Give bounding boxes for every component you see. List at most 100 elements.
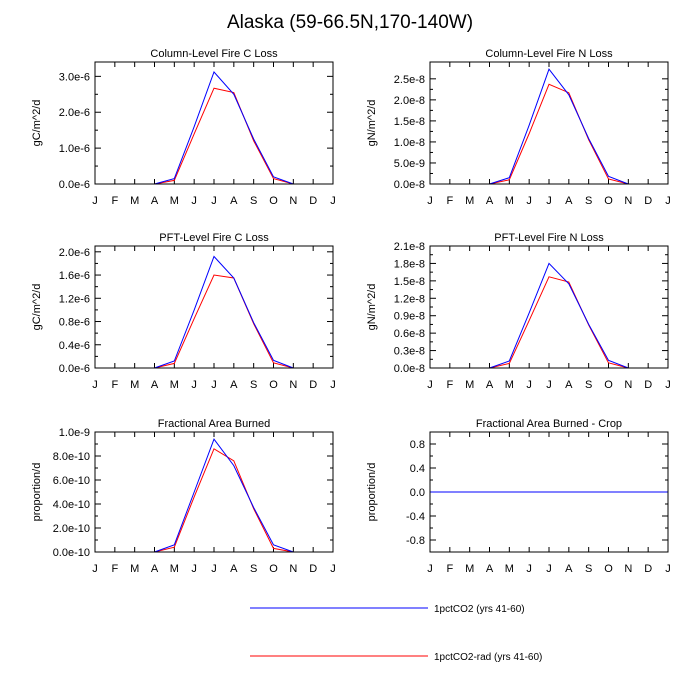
legend: 1pctCO2 (yrs 41-60) 1pctCO2-rad (yrs 41-6… [250, 604, 542, 663]
x-tick-label: O [604, 195, 613, 207]
series-line-1 [430, 68, 668, 185]
y-tick-label: 0.0e-10 [53, 547, 90, 559]
y-tick-label: 8.0e-10 [53, 451, 90, 463]
x-tick-label: J [92, 563, 98, 575]
x-tick-label: J [191, 563, 197, 575]
plot-frame [429, 245, 669, 369]
x-tick-label: F [446, 195, 453, 207]
y-tick-label: 0.0 [410, 487, 425, 499]
x-tick-label: M [170, 195, 179, 207]
x-tick-label: J [546, 563, 552, 575]
y-tick-label: 1.0e-9 [59, 427, 90, 439]
x-tick-label: J [427, 563, 433, 575]
y-tick-label: 1.6e-6 [59, 270, 90, 282]
x-tick-label: J [546, 379, 552, 391]
y-tick-label: 2.1e-8 [394, 241, 425, 253]
x-tick-label: S [250, 379, 257, 391]
x-tick-label: D [309, 195, 317, 207]
series-line-1 [430, 262, 668, 369]
x-tick-label: O [604, 379, 613, 391]
panel-title: Column-Level Fire C Loss [150, 48, 278, 60]
x-tick-label: M [505, 379, 514, 391]
x-tick-label: A [151, 563, 159, 575]
y-tick-label: 0.9e-8 [394, 311, 425, 323]
plot-frame [429, 61, 669, 185]
x-tick-label: O [604, 563, 613, 575]
x-tick-label: M [505, 563, 514, 575]
x-tick-label: M [130, 379, 139, 391]
x-tick-label: A [230, 379, 238, 391]
x-tick-label: J [665, 563, 671, 575]
y-tick-label: 0.6e-8 [394, 328, 425, 340]
x-tick-label: J [526, 563, 532, 575]
panel-title: Column-Level Fire N Loss [485, 48, 613, 60]
x-tick-label: M [170, 379, 179, 391]
x-tick-label: D [309, 379, 317, 391]
x-tick-label: F [446, 379, 453, 391]
x-tick-label: D [644, 379, 652, 391]
panel-title: PFT-Level Fire C Loss [159, 232, 269, 244]
x-tick-label: A [486, 195, 494, 207]
x-tick-label: S [585, 379, 592, 391]
y-tick-label: 1.2e-6 [59, 293, 90, 305]
x-tick-label: F [111, 563, 118, 575]
x-tick-label: J [211, 379, 217, 391]
x-tick-label: F [446, 563, 453, 575]
x-tick-label: J [330, 379, 336, 391]
x-tick-label: D [309, 563, 317, 575]
y-tick-label: 2.5e-8 [394, 74, 425, 86]
series-line-2 [95, 448, 333, 553]
x-tick-label: N [289, 195, 297, 207]
x-tick-label: M [130, 563, 139, 575]
x-tick-label: A [151, 195, 159, 207]
x-tick-label: J [665, 379, 671, 391]
y-tick-label: 1.8e-8 [394, 258, 425, 270]
x-tick-label: J [211, 195, 217, 207]
x-tick-label: N [624, 379, 632, 391]
x-tick-label: A [151, 379, 159, 391]
series-line-2 [95, 87, 333, 185]
y-tick-label: 0.0e-8 [394, 363, 425, 375]
x-tick-label: S [250, 563, 257, 575]
x-tick-label: J [427, 195, 433, 207]
y-tick-label: 0.4e-6 [59, 340, 90, 352]
y-axis-label: gN/m^2/d [366, 284, 378, 331]
y-tick-label: 2.0e-6 [59, 107, 90, 119]
y-axis-label: gC/m^2/d [31, 284, 43, 331]
x-tick-label: F [111, 195, 118, 207]
x-tick-label: J [191, 195, 197, 207]
y-tick-label: 0.3e-8 [394, 346, 425, 358]
x-tick-label: J [330, 563, 336, 575]
y-tick-label: 1.0e-8 [394, 137, 425, 149]
x-tick-label: F [111, 379, 118, 391]
x-tick-label: J [191, 379, 197, 391]
x-tick-label: J [92, 379, 98, 391]
y-tick-label: 0.0e-6 [59, 363, 90, 375]
y-tick-label: -0.4 [406, 511, 425, 523]
legend-label-1: 1pctCO2 (yrs 41-60) [434, 604, 525, 615]
panel-title: Fractional Area Burned [158, 418, 271, 430]
x-tick-label: A [565, 195, 573, 207]
x-tick-label: J [330, 195, 336, 207]
x-tick-label: O [269, 563, 278, 575]
x-tick-label: J [526, 379, 532, 391]
y-tick-label: 1.5e-8 [394, 116, 425, 128]
y-tick-label: -0.8 [406, 535, 425, 547]
figure-title: Alaska (59-66.5N,170-140W) [226, 12, 474, 33]
panel-title: PFT-Level Fire N Loss [494, 232, 604, 244]
x-tick-label: M [130, 195, 139, 207]
y-tick-label: 2.0e-8 [394, 95, 425, 107]
x-tick-label: M [465, 563, 474, 575]
y-axis-label: gN/m^2/d [366, 100, 378, 147]
x-tick-label: A [486, 563, 494, 575]
x-tick-label: J [211, 563, 217, 575]
x-tick-label: N [624, 195, 632, 207]
x-tick-label: J [665, 195, 671, 207]
series-line-2 [95, 274, 333, 369]
x-tick-label: M [170, 563, 179, 575]
x-tick-label: A [565, 379, 573, 391]
x-tick-label: J [92, 195, 98, 207]
